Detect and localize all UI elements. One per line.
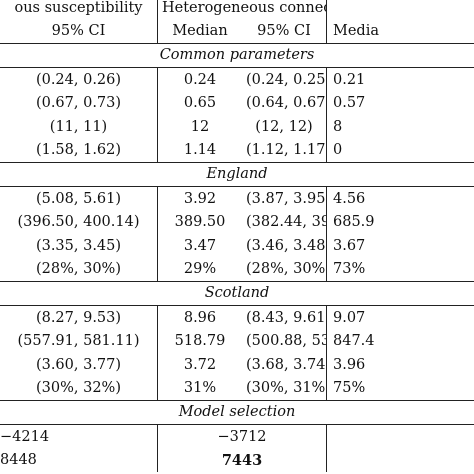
table-cell: 389.50 — [174, 214, 226, 231]
table-cell: 685.9 — [333, 214, 375, 231]
table-cell: (11, 11) — [0, 114, 158, 139]
table-cell: 0 — [326, 138, 474, 163]
table-cell: (1.58, 1.62) — [0, 138, 158, 163]
table-cell: (28%, 30%) — [242, 257, 327, 282]
table-row: Scotland — [0, 281, 474, 307]
section-title: England — [0, 162, 474, 188]
table-cell: 29% — [157, 257, 242, 282]
table-cell: (3.68, 3.74) — [242, 352, 327, 377]
table-cell: (3.60, 3.77) — [0, 352, 158, 377]
table-cell: 0.65 — [183, 95, 217, 112]
table-row: 8448 7443 — [0, 448, 474, 472]
table-row: (30%, 32%) 31% (30%, 31%) 75% — [0, 376, 474, 401]
section-title: Model selection — [0, 400, 474, 426]
table-cell: 7443 — [157, 448, 327, 472]
header-cell: Heterogeneous connectivity — [157, 0, 327, 20]
table-cell: (30%, 31%) — [242, 376, 327, 401]
table-cell: 3.67 — [333, 237, 366, 254]
header-cell: 95% CI — [0, 19, 158, 44]
table-row: (396.50, 400.14) 389.50 (382.44, 393.46) 68… — [0, 210, 474, 234]
table-row: (3.35, 3.45) 3.47 (3.46, 3.48) 3.67 — [0, 233, 474, 258]
table-cell: (382.44, 393.46) — [242, 210, 327, 234]
table-cell: (3.87, 3.95) — [242, 186, 327, 211]
header-cell: Media — [326, 19, 474, 44]
header-cell: 95% CI — [242, 19, 327, 44]
table-cell: (30%, 32%) — [0, 376, 158, 401]
table-row: −4214 −3712 — [0, 424, 474, 449]
header-cell: Median — [157, 19, 242, 44]
table-cell: (0.24, 0.25) — [242, 67, 327, 92]
table-cell: (5.08, 5.61) — [0, 186, 158, 211]
section-title: Common parameters — [0, 43, 474, 69]
table-cell: 8448 — [0, 448, 158, 472]
table-cell: (0.24, 0.26) — [0, 67, 158, 92]
table-row: (0.24, 0.26) 0.24 (0.24, 0.25) 0.21 — [0, 67, 474, 92]
table-cell: −4214 — [0, 424, 158, 449]
table-cell: 1.14 — [157, 138, 242, 163]
table-cell: 73% — [326, 257, 474, 282]
table-cell: (28%, 30%) — [0, 257, 158, 282]
table-cell: 8.96 — [183, 309, 217, 326]
table-row: (1.58, 1.62) 1.14 (1.12, 1.17) 0 — [0, 138, 474, 163]
table-cell: 3.72 — [183, 356, 217, 373]
table-cell: 0.21 — [333, 71, 366, 88]
table-row: England — [0, 162, 474, 188]
table-cell: (557.91, 581.11) — [0, 329, 158, 353]
table-row: 95% CI Median 95% CI Media — [0, 19, 474, 44]
table-cell: 9.07 — [333, 309, 366, 326]
table-cell: 3.47 — [183, 237, 217, 254]
section-title: Scotland — [0, 281, 474, 307]
table-row: (5.08, 5.61) 3.92 (3.87, 3.95) 4.56 — [0, 186, 474, 211]
table-cell: −3712 — [157, 424, 327, 449]
table-cell: 12 — [190, 118, 210, 135]
table-cell: (1.12, 1.17) — [242, 138, 327, 163]
table-row: (3.60, 3.77) 3.72 (3.68, 3.74) 3.96 — [0, 352, 474, 377]
table-row: Common parameters — [0, 43, 474, 69]
table-row: (0.67, 0.73) 0.65 (0.64, 0.67) 0.57 — [0, 91, 474, 115]
table-cell: (500.88, 532.28) — [242, 329, 327, 353]
table-cell: (8.27, 9.53) — [0, 305, 158, 330]
table-cell: 518.79 — [174, 333, 226, 350]
table-cell: 3.96 — [333, 356, 366, 373]
table-cell: (0.64, 0.67) — [242, 91, 327, 115]
table-cell: (3.35, 3.45) — [0, 233, 158, 258]
table-cell: 31% — [157, 376, 242, 401]
table-cell: (3.46, 3.48) — [242, 233, 327, 258]
table-row: (28%, 30%) 29% (28%, 30%) 73% — [0, 257, 474, 282]
table-cell: (12, 12) — [242, 114, 327, 139]
table-cell: (8.43, 9.61) — [242, 305, 327, 330]
table-cell: 3.92 — [183, 190, 217, 207]
table-cell: 8 — [333, 118, 343, 135]
table-row: (11, 11) 12 (12, 12) 8 — [0, 114, 474, 139]
table-cell: (0.67, 0.73) — [0, 91, 158, 115]
table-row: (557.91, 581.11) 518.79 (500.88, 532.28) 84… — [0, 329, 474, 353]
table-row: (8.27, 9.53) 8.96 (8.43, 9.61) 9.07 — [0, 305, 474, 330]
table-cell: 75% — [326, 376, 474, 401]
table-cell: 847.4 — [333, 333, 375, 350]
header-cell: ous susceptibility — [0, 0, 158, 20]
table-cell: 4.56 — [333, 190, 366, 207]
table-cell: (396.50, 400.14) — [0, 210, 158, 234]
table-cell — [327, 448, 474, 471]
header-cell — [327, 0, 474, 19]
table-cell — [327, 425, 474, 449]
table-row: Model selection — [0, 400, 474, 426]
table-cell: 0.57 — [333, 95, 366, 112]
table-cell: 0.24 — [183, 71, 217, 88]
